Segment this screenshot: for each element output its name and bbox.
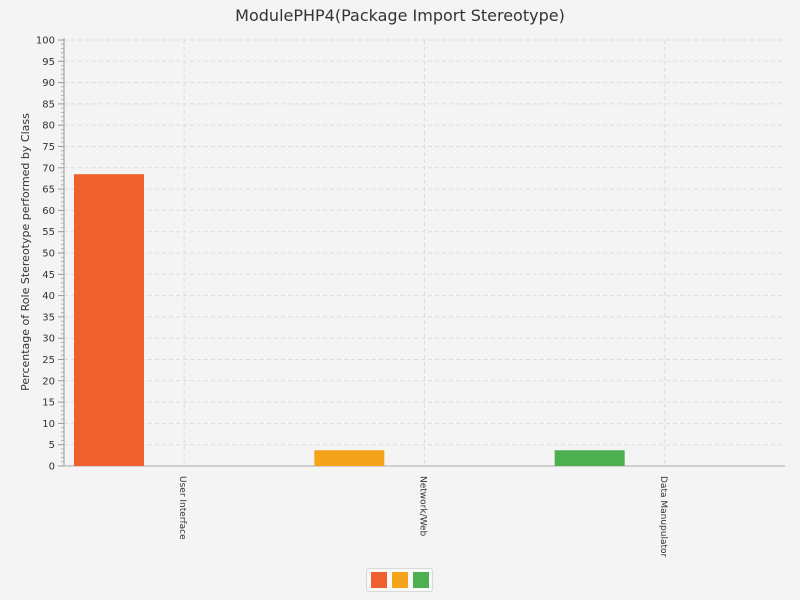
y-tick-label: 50 bbox=[42, 249, 55, 260]
bar-2 bbox=[314, 450, 385, 466]
y-tick-label: 80 bbox=[42, 121, 55, 132]
y-tick-label: 30 bbox=[42, 334, 55, 345]
y-tick-label: 60 bbox=[42, 206, 55, 217]
y-tick-label: 90 bbox=[42, 78, 55, 89]
x-category-label: User Interface bbox=[177, 476, 187, 540]
y-tick-label: 85 bbox=[42, 99, 55, 110]
y-tick-label: 25 bbox=[42, 355, 55, 366]
y-tick-label: 75 bbox=[42, 142, 55, 153]
bar-layer bbox=[74, 174, 625, 466]
x-category-label: Data Manupulator bbox=[658, 476, 668, 558]
chart-title: ModulePHP4(Package Import Stereotype) bbox=[235, 6, 565, 25]
y-tick-label: 15 bbox=[42, 398, 55, 409]
x-category-label: Network/Web bbox=[418, 476, 428, 537]
axis-layer bbox=[58, 38, 785, 467]
y-tick-label: 20 bbox=[42, 376, 55, 387]
y-axis-label: Percentage of Role Stereotype performed … bbox=[19, 113, 32, 391]
y-tick-label: 100 bbox=[36, 36, 55, 47]
legend-swatch bbox=[412, 572, 429, 588]
grid-layer bbox=[64, 39, 785, 466]
legend bbox=[366, 568, 433, 592]
bar-3 bbox=[554, 450, 625, 466]
y-tick-label: 5 bbox=[49, 440, 55, 451]
y-tick-label: 70 bbox=[42, 163, 55, 174]
legend-swatch bbox=[370, 572, 387, 588]
y-tick-label: 65 bbox=[42, 185, 55, 196]
y-tick-label: 10 bbox=[42, 419, 55, 430]
y-tick-label: 55 bbox=[42, 227, 55, 238]
y-tick-label: 35 bbox=[42, 312, 55, 323]
y-tick-label: 95 bbox=[42, 57, 55, 68]
y-tick-label: 45 bbox=[42, 270, 55, 281]
label-layer: 0 5 10 15 20 25 30 35 40 45 50 55 60 65 70 75 80 85 90 95 10… bbox=[36, 36, 668, 558]
bar-1 bbox=[74, 174, 144, 466]
legend-swatch bbox=[391, 572, 408, 588]
y-tick-label: 0 bbox=[49, 462, 55, 473]
y-tick-label: 40 bbox=[42, 291, 55, 302]
